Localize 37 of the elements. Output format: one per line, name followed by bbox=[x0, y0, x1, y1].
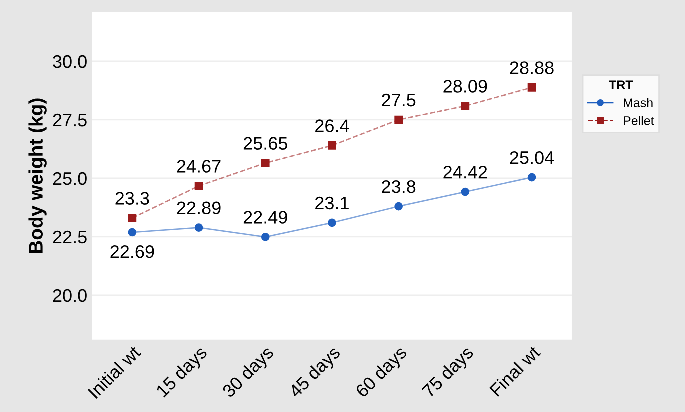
point bbox=[528, 173, 536, 182]
data-label: 27.5 bbox=[382, 94, 416, 107]
data-label: 23.3 bbox=[116, 192, 150, 205]
data-label: 28.09 bbox=[444, 80, 488, 93]
point bbox=[128, 214, 137, 222]
data-label: 22.89 bbox=[177, 202, 221, 215]
y-tick-label: 22.5 bbox=[53, 230, 87, 244]
point bbox=[194, 182, 204, 190]
legend-title: TRT bbox=[609, 80, 634, 90]
data-label: 22.49 bbox=[244, 211, 288, 224]
data-label: 23.8 bbox=[382, 180, 416, 194]
data-label: 25.65 bbox=[244, 137, 288, 150]
legend-label: Mash bbox=[624, 98, 653, 108]
data-label: 23.1 bbox=[316, 196, 349, 210]
y-axis-title: Body weight (kg) bbox=[28, 98, 47, 254]
point bbox=[394, 116, 403, 124]
point bbox=[328, 142, 336, 150]
point bbox=[261, 159, 270, 168]
point bbox=[328, 218, 336, 228]
point bbox=[194, 224, 204, 232]
data-label: 25.04 bbox=[510, 151, 554, 164]
point bbox=[461, 102, 470, 110]
data-label: 26.4 bbox=[316, 120, 350, 132]
data-label: 24.42 bbox=[444, 166, 488, 179]
point bbox=[261, 233, 270, 242]
y-tick-label: 27.5 bbox=[53, 114, 87, 127]
legend-label: Pellet bbox=[624, 116, 654, 126]
data-label: 28.88 bbox=[510, 62, 554, 74]
y-tick-label: 20.0 bbox=[53, 289, 87, 302]
y-tick-label: 30.0 bbox=[53, 55, 87, 68]
y-tick-label: 25.0 bbox=[53, 172, 87, 186]
point bbox=[128, 228, 137, 237]
point bbox=[394, 202, 403, 211]
data-label: 24.67 bbox=[177, 160, 221, 173]
data-label: 22.69 bbox=[110, 245, 154, 258]
point bbox=[461, 188, 470, 196]
point bbox=[528, 84, 536, 92]
